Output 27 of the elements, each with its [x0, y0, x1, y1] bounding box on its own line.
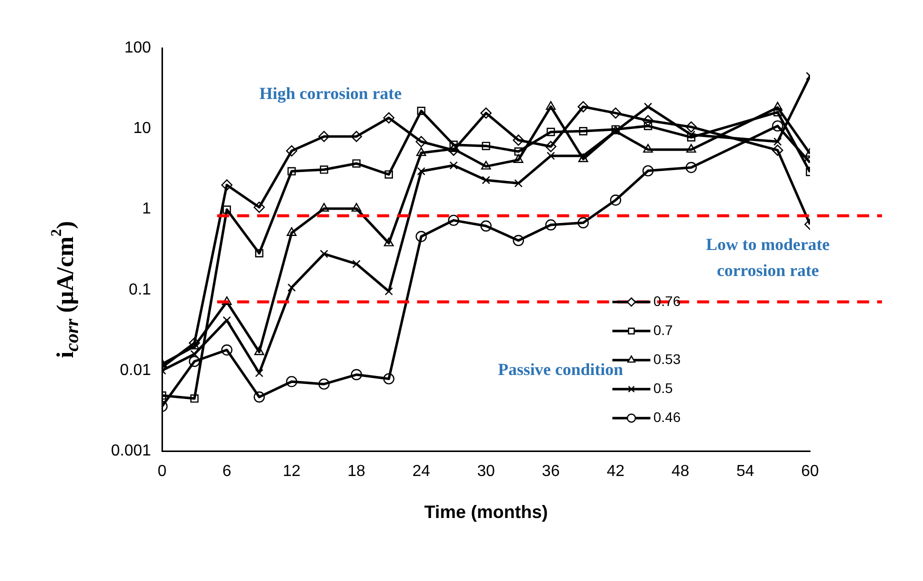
- x-tick-label: 48: [672, 463, 690, 480]
- x-tick-label: 12: [282, 463, 301, 480]
- x-axis-title: Time (months): [424, 502, 548, 522]
- legend-label: 0.46: [653, 408, 681, 425]
- y-tick-label: 0.01: [120, 362, 152, 379]
- x-tick-label: 60: [801, 463, 819, 480]
- x-tick-label: 6: [222, 463, 232, 480]
- x-tick-label: 18: [348, 463, 366, 480]
- annotation: Low to moderate corrosion rate: [706, 234, 830, 280]
- y-axis-title: icorr (μA/cm2): [48, 221, 83, 358]
- legend-label: 0.5: [653, 380, 674, 396]
- x-tick-label: 0: [158, 463, 167, 480]
- legend-label: 0.53: [653, 350, 681, 367]
- legend-label: 0.76: [653, 292, 681, 309]
- y-tick-label: 0.1: [128, 281, 152, 298]
- x-tick-label: 30: [477, 463, 496, 480]
- y-tick-label: 10: [133, 120, 152, 138]
- x-tick-label: 42: [606, 463, 625, 480]
- annotation: High corrosion rate: [259, 84, 402, 103]
- x-tick-label: 24: [412, 463, 430, 480]
- annotation: Passive condition: [498, 360, 624, 379]
- legend-label: 0.7: [653, 322, 674, 338]
- y-tick-label: 0.001: [110, 442, 152, 460]
- y-tick-label: 100: [124, 39, 152, 56]
- x-tick-label: 36: [542, 463, 560, 480]
- y-tick-label: 1: [142, 200, 152, 218]
- x-tick-label: 54: [736, 463, 754, 480]
